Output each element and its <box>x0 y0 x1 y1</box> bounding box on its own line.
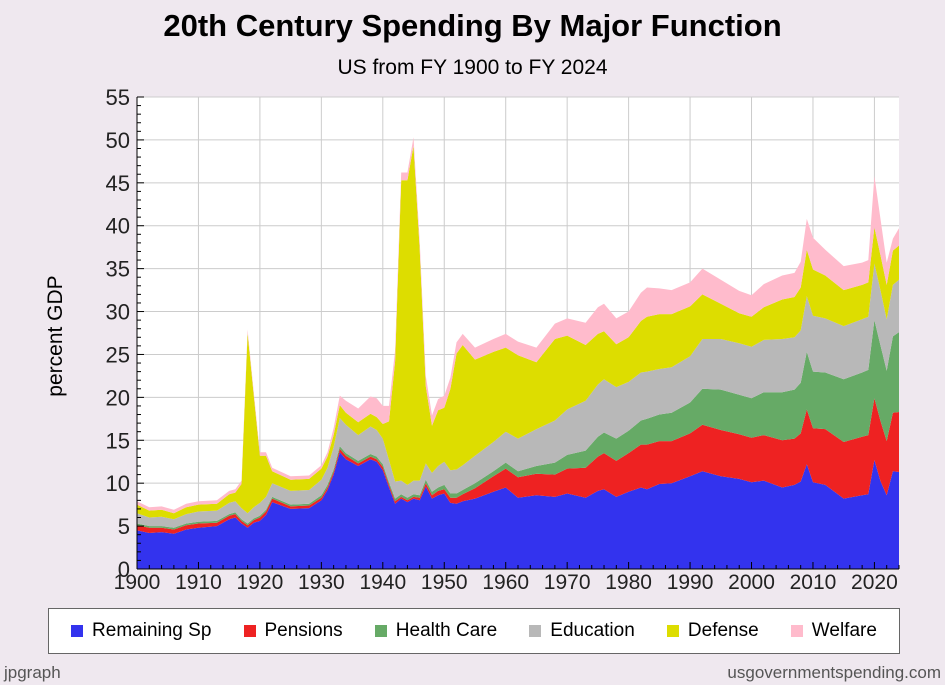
legend-swatch <box>243 625 256 637</box>
x-tick-label: 1930 <box>298 571 345 594</box>
footer-credit-site: usgovernmentspending.com <box>727 663 941 682</box>
y-tick-label: 55 <box>106 85 130 110</box>
x-tick-label: 2020 <box>851 571 898 594</box>
y-tick-label: 5 <box>118 514 130 539</box>
legend-label: Health Care <box>395 620 498 641</box>
legend-label: Remaining Sp <box>92 620 212 641</box>
x-tick-label: 1970 <box>544 571 591 594</box>
x-tick-label: 1980 <box>605 571 652 594</box>
y-tick-label: 45 <box>106 171 130 196</box>
y-tick-label: 50 <box>106 128 130 153</box>
legend-label: Welfare <box>811 620 877 641</box>
area-education <box>137 263 899 528</box>
series-areas <box>137 137 899 569</box>
legend-item: Education <box>529 620 635 642</box>
y-axis-label: percent GDP <box>44 275 67 396</box>
legend-item: Welfare <box>790 620 877 642</box>
y-tick-label: 0 <box>118 557 130 582</box>
legend-item: Health Care <box>374 620 498 642</box>
x-tick-label: 1920 <box>237 571 284 594</box>
legend-swatch <box>71 625 84 637</box>
y-tick-label: 40 <box>106 214 130 239</box>
chart-subtitle: US from FY 1900 to FY 2024 <box>337 56 608 79</box>
area-remaining-sp <box>137 452 899 569</box>
chart-legend: Remaining Sp Pensions Health Care Education… <box>48 608 900 654</box>
legend-label: Pensions <box>264 620 343 641</box>
y-tick-label: 30 <box>106 300 130 325</box>
area-health-care <box>137 320 899 530</box>
x-tick-label: 1950 <box>421 571 468 594</box>
y-tick-label: 35 <box>106 257 130 282</box>
x-tick-label: 1900 <box>114 571 161 594</box>
footer-credit-jpgraph: jpgraph <box>4 663 61 682</box>
legend-swatch <box>666 625 679 637</box>
legend-swatch <box>790 625 803 637</box>
legend-label: Education <box>550 620 635 641</box>
legend-item: Remaining Sp <box>71 620 211 642</box>
legend-swatch <box>529 625 542 637</box>
area-pensions <box>137 398 899 534</box>
legend-swatch <box>374 625 387 637</box>
y-tick-label: 20 <box>106 385 130 410</box>
x-tick-label: 1990 <box>667 571 714 594</box>
x-tick-label: 1940 <box>359 571 406 594</box>
x-tick-label: 2010 <box>790 571 837 594</box>
area-defense <box>137 145 899 520</box>
legend-item: Defense <box>666 620 759 642</box>
chart-title: 20th Century Spending By Major Function <box>163 8 782 43</box>
y-tick-label: 10 <box>106 471 130 496</box>
axes: 0 5 10 15 20 25 30 35 40 45 50 55 1900 1910 1920 1930 19… <box>106 85 900 594</box>
x-tick-label: 1960 <box>482 571 529 594</box>
x-tick-label: 1910 <box>175 571 222 594</box>
legend-item: Pensions <box>243 620 343 642</box>
legend-label: Defense <box>687 620 759 641</box>
y-tick-label: 15 <box>106 428 130 453</box>
x-tick-label: 2000 <box>728 571 775 594</box>
y-tick-label: 25 <box>106 342 130 367</box>
